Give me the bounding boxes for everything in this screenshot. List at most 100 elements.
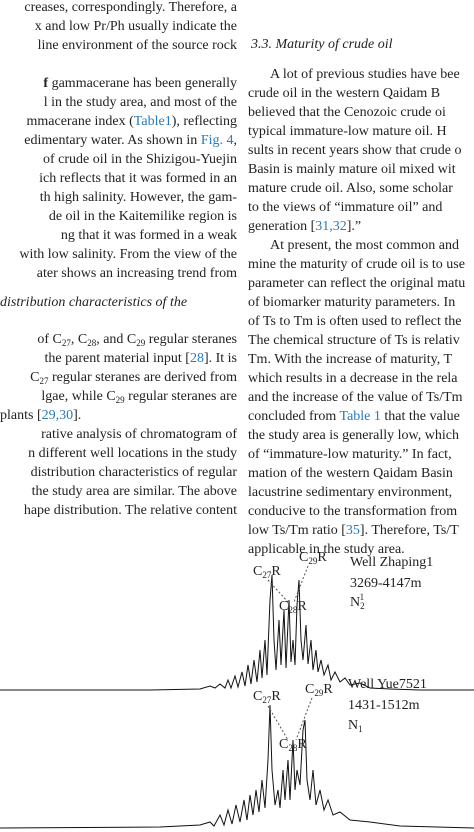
figure-label: C28R xyxy=(279,737,307,753)
connector xyxy=(293,565,309,603)
text-run: plants [ xyxy=(0,408,42,423)
text-line: applicable in the study area. xyxy=(248,542,405,557)
subscript: 29 xyxy=(314,688,324,698)
text-line: of C27, C28, and C29 regular steranes xyxy=(37,332,237,348)
text-line: mine the maturity of crude oil is to use xyxy=(248,257,465,272)
figure-label: C27R xyxy=(253,689,281,705)
subscript: 29 xyxy=(136,338,146,348)
text-run: generation [ xyxy=(248,219,316,234)
text-run: that the value xyxy=(380,409,460,424)
text-line: crude oil in the western Qaidam B xyxy=(248,86,441,101)
text-line: of biomarker maturity parameters. In xyxy=(248,295,456,310)
section-heading: 3.3. Maturity of crude oil xyxy=(251,37,393,52)
text-run: lgae, while C xyxy=(41,389,116,404)
connector xyxy=(267,579,289,603)
text-run: the parent material input [ xyxy=(44,351,190,366)
text-line: ater shows an increasing trend from xyxy=(36,266,237,281)
subscript: 28 xyxy=(87,338,97,348)
subscript: 27 xyxy=(262,695,272,705)
text-line: C27 regular steranes are derived from xyxy=(30,370,237,386)
text-run: C xyxy=(253,564,263,579)
text-line: At present, the most common and xyxy=(270,238,459,253)
text-run: , C xyxy=(70,332,88,347)
subscript: 27 xyxy=(39,376,49,386)
text-line: mature crude oil. Also, some scholar xyxy=(248,181,453,196)
subscript: 28 xyxy=(288,743,298,753)
figure-label: C29R xyxy=(299,550,327,566)
text-line: the study area are similar. The above xyxy=(31,484,237,499)
text-line: ich reflects that it was formed in an xyxy=(39,171,237,186)
text-line: with low salinity. From the view of the xyxy=(19,247,237,262)
link[interactable]: 28 xyxy=(189,351,204,366)
text-line: mmacerane index (Table1), reflecting xyxy=(27,114,237,130)
subscript: 27 xyxy=(61,338,71,348)
text-line: of “immature-low maturity.” In fact, xyxy=(248,447,452,462)
text-line: hape distribution. The relative content xyxy=(23,503,237,518)
section-heading: distribution characteristics of the xyxy=(0,295,188,310)
text-run: N xyxy=(350,595,361,610)
text-line: creases, correspondingly. Therefore, a xyxy=(24,0,237,15)
subscript: 27 xyxy=(262,570,272,580)
text-run: ]. It is xyxy=(203,351,237,366)
subscript: 2 xyxy=(360,601,365,611)
text-run: N xyxy=(348,718,359,733)
text-line: edimentary water. As shown in Fig. 4, xyxy=(24,133,237,149)
text-run: R xyxy=(297,737,307,752)
subscript: 1 xyxy=(358,724,363,734)
link[interactable]: Table1 xyxy=(133,114,172,129)
text-line: x and low Pr/Ph usually indicate the xyxy=(34,19,237,34)
text-run: R xyxy=(271,564,281,579)
text-line: line environment of the source rock xyxy=(37,38,237,53)
figure-label: C27R xyxy=(253,564,281,580)
text-line: de oil in the Kaitemilike region is xyxy=(48,209,237,224)
text-run: regular steranes xyxy=(145,332,237,347)
text-line: concluded from Table 1 that the value xyxy=(248,409,460,425)
text-line: generation [31,32].” xyxy=(248,219,361,235)
bold-text: f xyxy=(43,76,49,91)
text-line: f gammacerane has been generally xyxy=(43,76,237,92)
link[interactable]: 31,32 xyxy=(315,219,347,234)
text-run: ].” xyxy=(346,219,362,234)
link[interactable]: Table 1 xyxy=(339,409,381,424)
text-run: ]. Therefore, Ts/T xyxy=(359,523,459,538)
text-line: lacustrine sedimentary environment, xyxy=(248,485,453,500)
text-run: of C xyxy=(37,332,62,347)
figure-label: N1 xyxy=(348,718,363,734)
text-line: rative analysis of chromatogram of xyxy=(41,427,237,442)
text-run: mmacerane index ( xyxy=(26,114,134,129)
link[interactable]: 29,30 xyxy=(41,408,74,423)
text-line: A lot of previous studies have bee xyxy=(270,67,460,82)
text-run: C xyxy=(305,682,315,697)
text-run: R xyxy=(323,682,333,697)
text-run: edimentary water. As shown in xyxy=(24,133,201,148)
text-run: C xyxy=(279,737,289,752)
text-line: sults in recent years show that crude o xyxy=(248,143,462,158)
text-line: the study area is generally low, which xyxy=(248,428,459,443)
text-run: regular steranes are derived from xyxy=(48,370,237,385)
supscript: 1 xyxy=(359,592,365,602)
text-line: ng that it was formed in a weak xyxy=(60,228,237,243)
figure-label: 1431-1512m xyxy=(348,698,420,713)
link[interactable]: 35 xyxy=(345,523,360,538)
text-run: gammacerane has been generally xyxy=(48,76,237,91)
text-line: typical immature-low mature oil. H xyxy=(248,124,447,139)
text-line: plants [29,30]. xyxy=(0,408,81,424)
link[interactable]: Fig. 4 xyxy=(200,133,234,148)
text-line: of crude oil in the Shizigou-Yuejin xyxy=(42,152,237,167)
text-line: The chemical structure of Ts is relativ xyxy=(248,333,460,348)
trace-top xyxy=(0,574,474,691)
text-run: C xyxy=(279,599,289,614)
peak-connectors xyxy=(267,565,313,741)
text-line: believed that the Cenozoic crude oi xyxy=(248,105,446,120)
text-line: and the increase of the value of Ts/Tm xyxy=(248,390,463,405)
text-line: mation of the western Qaidam Basin xyxy=(248,466,453,481)
text-line: to the views of “immature oil” and xyxy=(248,200,443,215)
text-run: regular steranes are xyxy=(124,389,237,404)
text-line: l in the study area, and most of the xyxy=(43,95,237,110)
text-run: C xyxy=(253,689,263,704)
trace-bottom xyxy=(0,704,474,829)
text-line: n different well locations in the study xyxy=(28,446,237,461)
text-line: th high salinity. However, the gam- xyxy=(39,190,237,205)
